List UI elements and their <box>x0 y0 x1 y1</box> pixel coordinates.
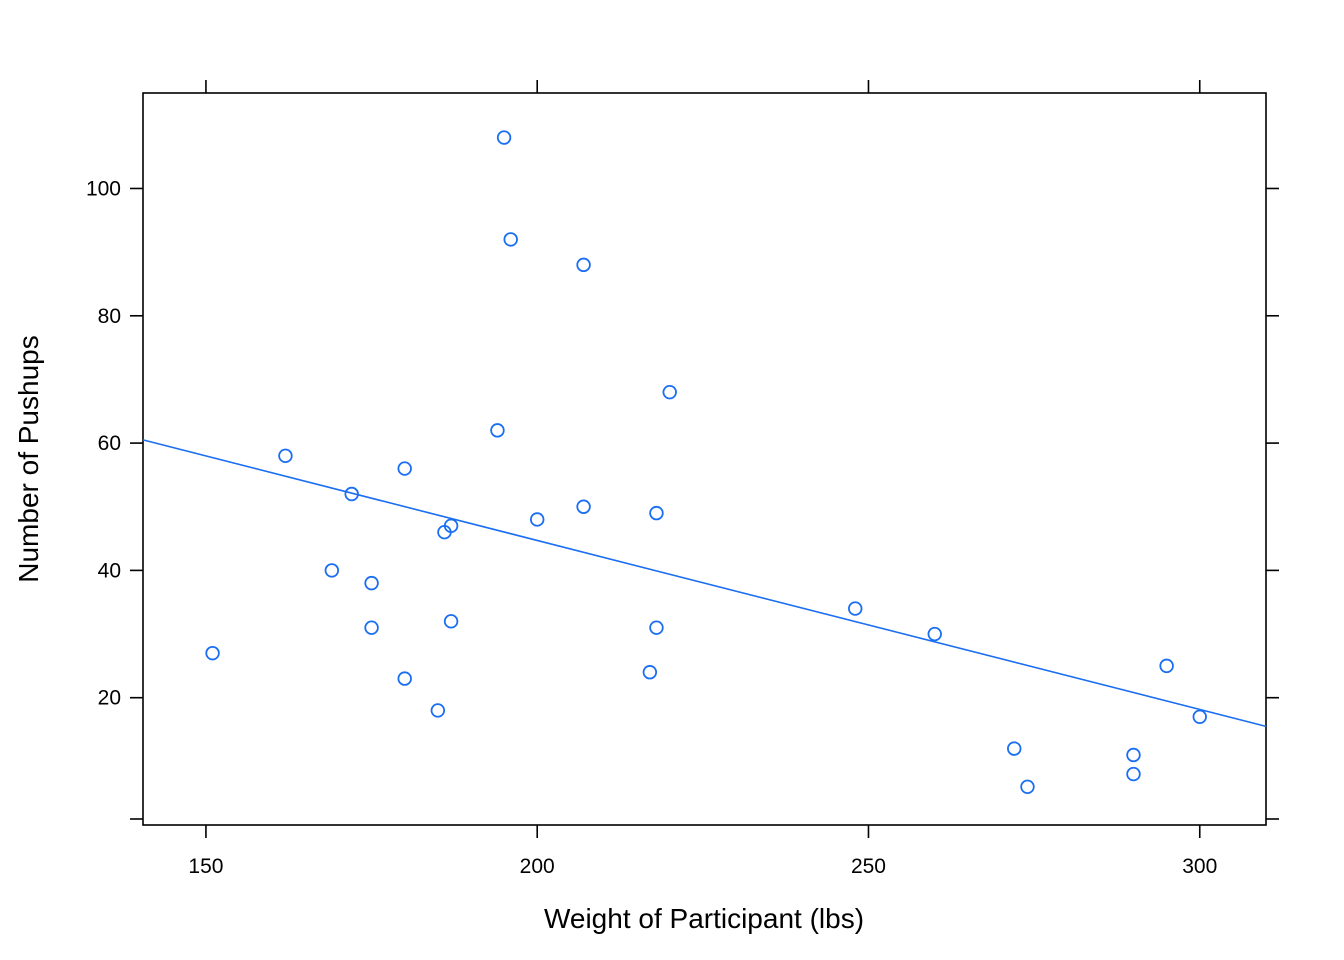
data-point <box>1192 709 1207 724</box>
axis-ticks <box>130 80 1279 838</box>
data-point <box>430 703 446 718</box>
data-point <box>1126 766 1141 782</box>
x-tick-label: 150 <box>188 855 223 878</box>
data-point <box>364 575 379 591</box>
data-point <box>576 499 591 514</box>
data-point <box>503 232 518 247</box>
data-point <box>205 645 220 661</box>
data-point <box>437 525 452 540</box>
y-tick-label: 60 <box>98 432 121 455</box>
data-point <box>649 620 664 635</box>
regression-line <box>142 439 1267 728</box>
data-point <box>397 461 412 476</box>
data-point <box>576 257 591 273</box>
x-tick-label: 200 <box>520 855 555 878</box>
x-tick-label: 300 <box>1182 855 1217 878</box>
data-point <box>443 614 459 629</box>
data-point <box>927 626 942 642</box>
data-point <box>642 665 658 680</box>
data-point <box>649 505 664 521</box>
y-tick-label: 100 <box>86 177 121 200</box>
y-tick-label: 80 <box>98 305 121 328</box>
data-point <box>1159 658 1174 674</box>
axis-tick-labels: 150 200 250 300 20 40 60 80 100 <box>86 177 1217 878</box>
data-point <box>278 448 293 464</box>
data-point <box>1007 741 1022 756</box>
plot-frame <box>142 92 1267 826</box>
data-points <box>205 130 1207 795</box>
x-axis-title: Weight of Participant (lbs) <box>544 903 864 934</box>
data-point <box>1126 747 1141 763</box>
y-tick-label: 40 <box>98 559 121 582</box>
x-tick-label: 250 <box>851 855 886 878</box>
y-tick-label: 20 <box>98 687 121 710</box>
y-axis-title: Number of Pushups <box>13 335 44 582</box>
data-point <box>324 563 340 578</box>
data-point <box>848 601 863 616</box>
data-point <box>344 486 359 502</box>
data-point <box>662 384 677 400</box>
data-point <box>530 512 545 527</box>
data-point <box>490 423 505 438</box>
data-point <box>397 671 412 686</box>
data-point <box>364 620 379 635</box>
regression-line-group <box>142 439 1267 728</box>
data-point <box>496 130 512 145</box>
data-point <box>1020 779 1035 795</box>
